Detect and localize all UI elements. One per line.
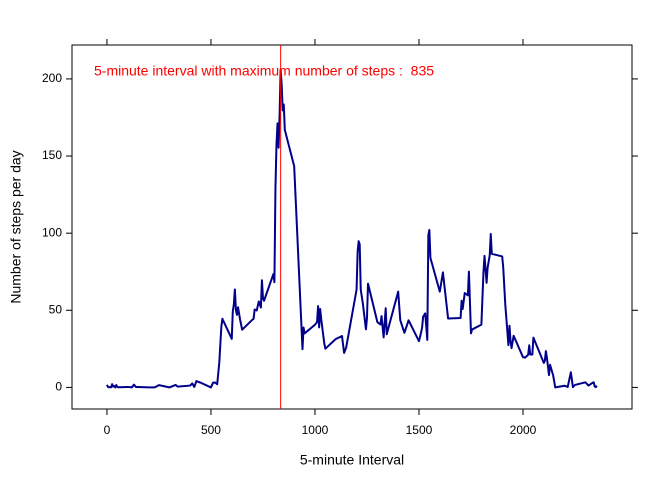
x-tick-label: 2000 <box>510 423 537 437</box>
y-tick-label: 200 <box>42 71 62 85</box>
panel-frame <box>71 44 633 410</box>
y-axis-title: Number of steps per day <box>8 150 24 303</box>
x-axis-title: 5-minute Interval <box>300 452 404 468</box>
y-tick-label: 50 <box>49 302 63 316</box>
y-tick-label: 150 <box>42 148 62 162</box>
x-tick-label: 1500 <box>406 423 433 437</box>
y-tick-label: 100 <box>42 225 62 239</box>
x-tick-label: 0 <box>104 423 111 437</box>
y-tick-label: 0 <box>55 380 62 394</box>
data-line <box>106 68 598 389</box>
x-tick-label: 1000 <box>302 423 329 437</box>
x-tick-label: 500 <box>201 423 221 437</box>
annotation: 5-minute interval with maximum number of… <box>94 63 434 79</box>
